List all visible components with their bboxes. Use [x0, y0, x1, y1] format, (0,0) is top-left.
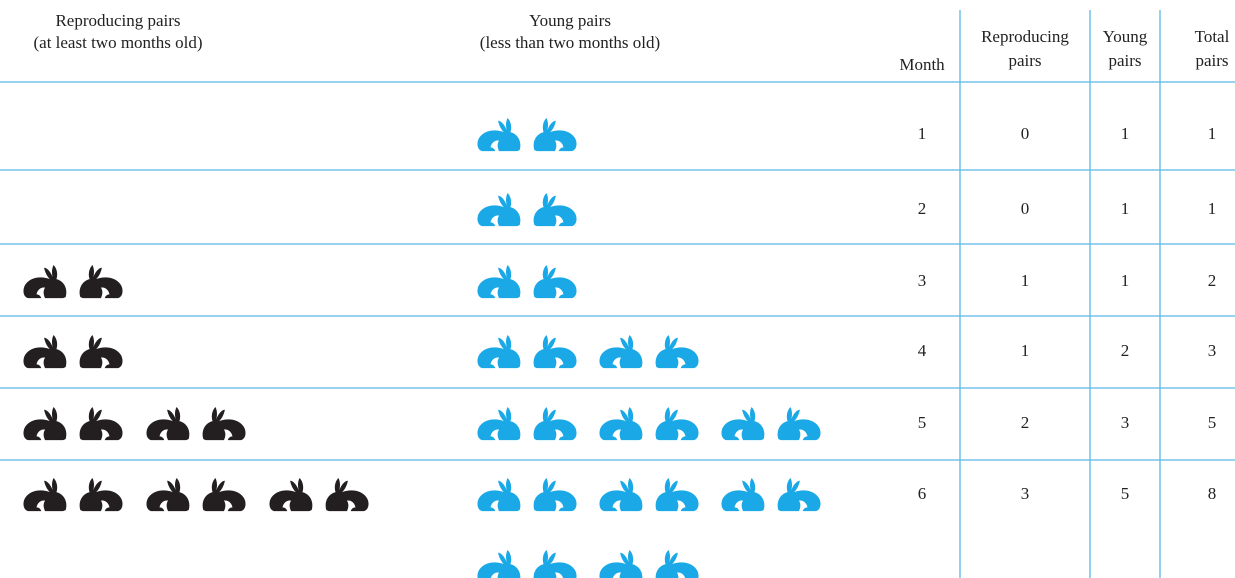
cell: 5 [1208, 413, 1217, 432]
rabbit [477, 192, 521, 227]
rabbit [477, 334, 521, 369]
cell: 4 [918, 341, 927, 360]
rabbit [777, 477, 821, 512]
rabbit [599, 549, 643, 578]
rabbit [533, 549, 577, 578]
rabbit [655, 477, 699, 512]
column-header: Month [899, 55, 945, 74]
column-header: Young [1103, 27, 1148, 46]
cell: 1 [1208, 124, 1217, 143]
rabbit [23, 477, 67, 512]
young-pairs [477, 334, 699, 369]
cell: 0 [1021, 199, 1030, 218]
rabbit [79, 406, 123, 441]
cell: 6 [918, 484, 927, 503]
rabbit [777, 406, 821, 441]
rabbit [533, 192, 577, 227]
header-line: (at least two months old) [33, 33, 202, 52]
reproducing-pairs [23, 477, 369, 512]
cell: 1 [1021, 271, 1030, 290]
young-pairs [477, 406, 821, 441]
cell: 3 [1121, 413, 1130, 432]
cell: 5 [918, 413, 927, 432]
rabbit [325, 477, 369, 512]
rabbit [533, 117, 577, 152]
rabbit [655, 549, 699, 578]
rabbit [477, 264, 521, 299]
header-line: (less than two months old) [480, 33, 660, 52]
rabbit [202, 406, 246, 441]
rabbit [23, 406, 67, 441]
rabbit [533, 477, 577, 512]
cell: 1 [1121, 271, 1130, 290]
rabbit [146, 406, 190, 441]
rabbit [533, 334, 577, 369]
header-line: Reproducing pairs [55, 11, 180, 30]
rabbit [477, 117, 521, 152]
column-header: pairs [1108, 51, 1141, 70]
rabbit [533, 264, 577, 299]
rabbit [599, 477, 643, 512]
cell: 3 [918, 271, 927, 290]
cell: 2 [1208, 271, 1217, 290]
rabbit [269, 477, 313, 512]
cell: 2 [918, 199, 927, 218]
young-pairs [477, 192, 577, 227]
rabbit [146, 477, 190, 512]
rabbit [477, 549, 521, 578]
rabbit [79, 264, 123, 299]
cell: 5 [1121, 484, 1130, 503]
cell: 3 [1208, 341, 1217, 360]
reproducing-pairs [23, 406, 246, 441]
young-pairs [477, 477, 821, 578]
cell: 1 [1121, 199, 1130, 218]
rabbit [202, 477, 246, 512]
rabbit [599, 406, 643, 441]
column-header: pairs [1008, 51, 1041, 70]
cell: 1 [918, 124, 927, 143]
rabbit [79, 477, 123, 512]
cell: 1 [1021, 341, 1030, 360]
rabbit [599, 334, 643, 369]
column-header: Reproducing [981, 27, 1069, 46]
rabbit [477, 477, 521, 512]
cell: 2 [1121, 341, 1130, 360]
cell: 8 [1208, 484, 1217, 503]
column-header: Total [1195, 27, 1230, 46]
cell: 3 [1021, 484, 1030, 503]
header-line: Young pairs [529, 11, 611, 30]
rabbit [721, 477, 765, 512]
young-pairs [477, 264, 577, 299]
reproducing-pairs [23, 264, 123, 299]
rabbit [23, 264, 67, 299]
cell: 1 [1121, 124, 1130, 143]
column-header: pairs [1195, 51, 1228, 70]
header: Reproducing pairs (at least two months o… [33, 11, 660, 52]
rabbit [533, 406, 577, 441]
cell: 2 [1021, 413, 1030, 432]
rabbit [23, 334, 67, 369]
cell: 1 [1208, 199, 1217, 218]
reproducing-pairs [23, 334, 123, 369]
rabbit [721, 406, 765, 441]
cell: 0 [1021, 124, 1030, 143]
young-pairs [477, 117, 577, 152]
rabbit [79, 334, 123, 369]
rabbit [477, 406, 521, 441]
rabbit [655, 334, 699, 369]
rabbit [655, 406, 699, 441]
